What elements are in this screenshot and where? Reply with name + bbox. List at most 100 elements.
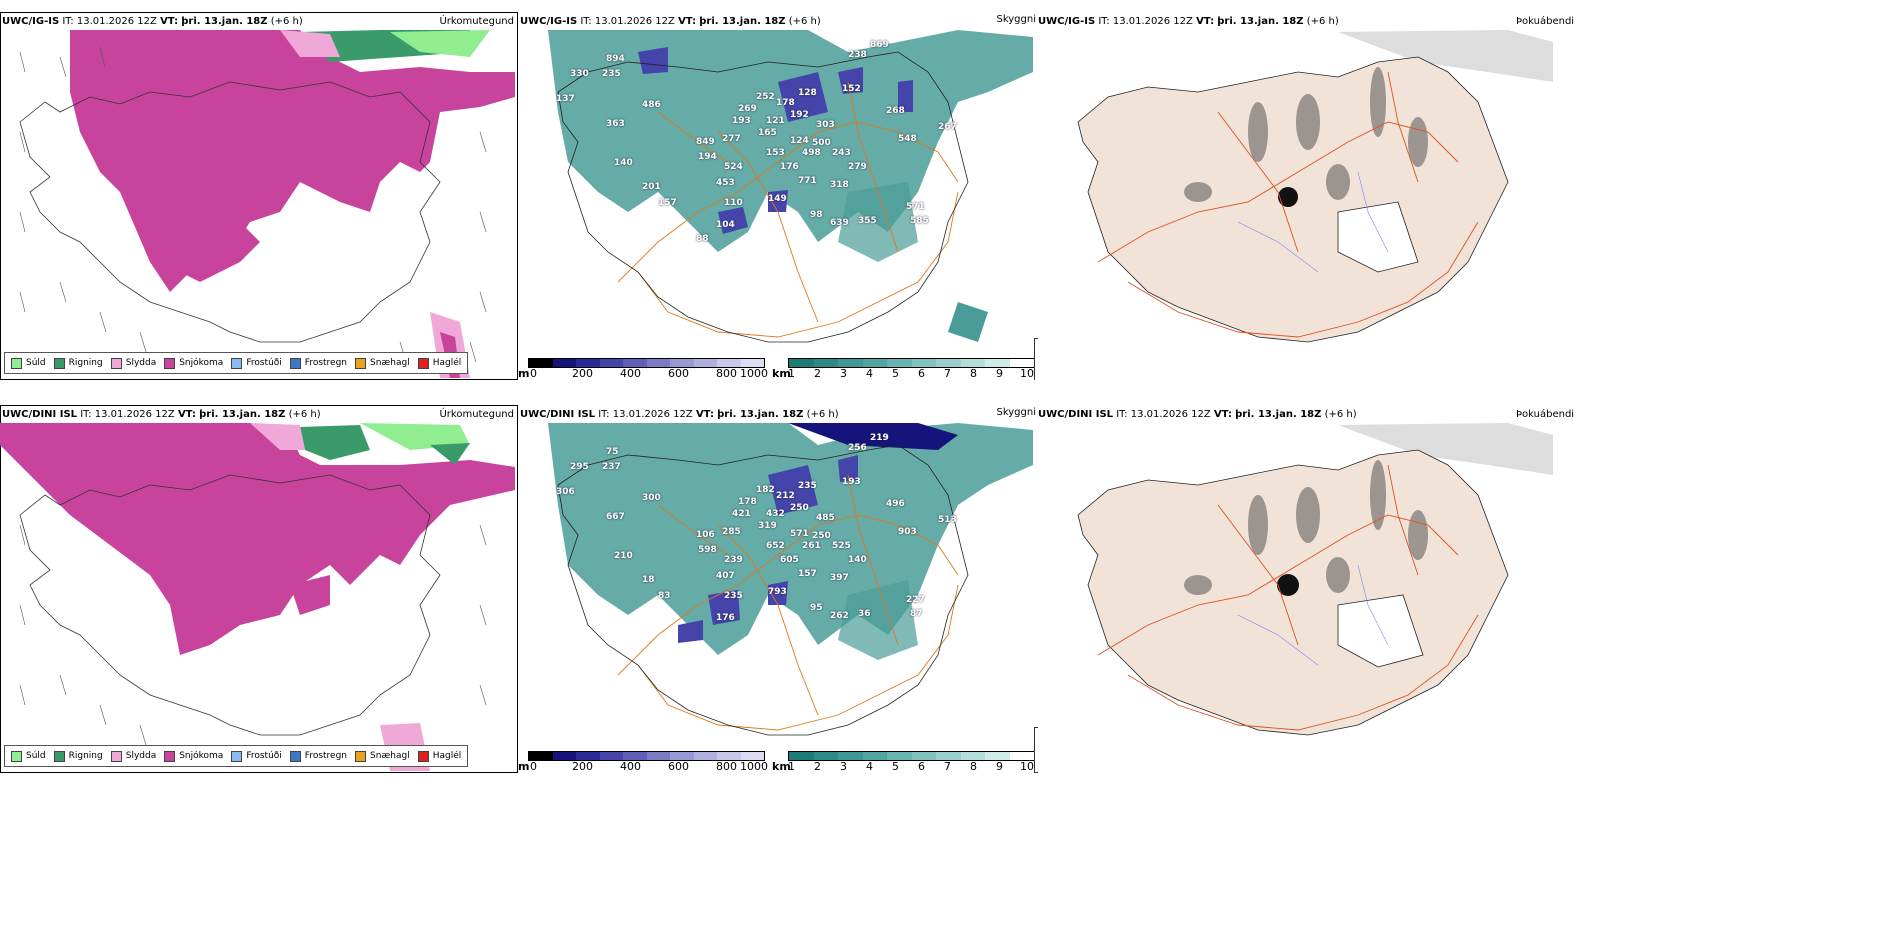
colorbar-cell <box>862 359 887 367</box>
row-2-vis-title: Skyggni <box>996 407 1036 418</box>
fog-map-2 <box>1077 423 1553 736</box>
precip-legend-2: Súld Rigning Slydda Snjókoma Frostúði Fr… <box>4 745 469 767</box>
legend-item: Snjókoma <box>164 357 223 369</box>
legend-item: Frostregn <box>289 357 347 369</box>
row-1-vis-header: UWC/IG-IS IT: 13.01.2026 12Z VT: þri. 13… <box>520 16 821 27</box>
row-1-header: UWC/IG-IS IT: 13.01.2026 12Z VT: þri. 13… <box>2 16 303 27</box>
precip-legend: Súld Rigning Slydda Snjókoma Frostúði Fr… <box>4 352 469 374</box>
colorbar-cell <box>911 359 936 367</box>
peak-height-label: 496 <box>886 499 905 509</box>
peak-height-label: 237 <box>602 462 621 472</box>
colorbar-cell <box>985 752 1010 760</box>
peak-height-label: 75 <box>606 447 619 457</box>
row-1-precip-title: Úrkomutegund <box>439 16 514 27</box>
peak-height-label: 193 <box>842 477 861 487</box>
colorbar-cell <box>936 752 961 760</box>
peak-height-label: 95 <box>810 603 823 613</box>
colorbar-cell <box>693 359 717 367</box>
colorbar-cell <box>862 752 887 760</box>
colorbar-cell <box>552 359 576 367</box>
peak-height-label: 667 <box>606 512 625 522</box>
peak-height-label: 355 <box>858 216 877 226</box>
peak-height-label: 227 <box>906 595 925 605</box>
elevation-colorbar: m 0 200 400 600 800 1000 <box>518 358 768 380</box>
colorbar-cell <box>740 752 764 760</box>
peak-height-label: 18 <box>642 575 655 585</box>
peak-height-label: 303 <box>816 120 835 130</box>
visibility-colorbar-2: km 1 2 3 4 5 6 7 8 9 10 <box>772 751 1036 773</box>
peak-height-label: 525 <box>832 541 851 551</box>
peak-height-label: 571 <box>790 529 809 539</box>
peak-height-label: 235 <box>798 481 817 491</box>
peak-height-label: 903 <box>898 527 917 537</box>
row-1-vis-panel: UWC/IG-IS IT: 13.01.2026 12Z VT: þri. 13… <box>518 12 1038 380</box>
peak-height-label: 598 <box>698 545 717 555</box>
peak-height-label: 36 <box>858 609 871 619</box>
peak-height-label: 252 <box>756 92 775 102</box>
legend-item: Frostúði <box>231 750 282 762</box>
peak-height-label: 98 <box>810 210 823 220</box>
legend-item: Slydda <box>110 750 156 762</box>
colorbar-cell <box>813 752 838 760</box>
peak-height-label: 524 <box>724 162 743 172</box>
peak-height-label: 140 <box>848 555 867 565</box>
peak-height-label: 178 <box>738 497 757 507</box>
peak-height-label: 318 <box>830 180 849 190</box>
legend-item: Snæhagl <box>355 750 410 762</box>
peak-height-label: 157 <box>658 198 677 208</box>
legend-item: Súld <box>11 750 46 762</box>
peak-height-label: 486 <box>642 100 661 110</box>
legend-item: Slydda <box>110 357 156 369</box>
colorbar-cell <box>740 359 764 367</box>
peak-height-label: 140 <box>614 158 633 168</box>
peak-height-label: 152 <box>842 84 861 94</box>
colorbar-cell <box>911 752 936 760</box>
peak-height-label: 165 <box>758 128 777 138</box>
colorbar-cell <box>960 359 985 367</box>
colorbar-cell <box>936 359 961 367</box>
peak-height-label: 605 <box>780 555 799 565</box>
colorbar-cell <box>1009 752 1034 760</box>
peak-height-label: 267 <box>938 122 957 132</box>
colorbar-cell <box>887 752 912 760</box>
precip-map <box>19 30 515 378</box>
peak-height-label: 153 <box>766 148 785 158</box>
peak-height-label: 194 <box>698 152 717 162</box>
peak-height-label: 432 <box>766 509 785 519</box>
peak-height-label: 235 <box>602 69 621 79</box>
legend-item: Frostregn <box>289 750 347 762</box>
peak-height-label: 330 <box>570 69 589 79</box>
colorbar-cell <box>717 359 741 367</box>
peak-height-label: 176 <box>716 613 735 623</box>
peak-height-label: 83 <box>658 591 671 601</box>
peak-height-label: 453 <box>716 178 735 188</box>
peak-height-label: 106 <box>696 530 715 540</box>
peak-height-label: 256 <box>848 443 867 453</box>
peak-height-label: 178 <box>776 98 795 108</box>
row-1-fog-panel: UWC/IG-IS IT: 13.01.2026 12Z VT: þri. 13… <box>1038 12 1900 380</box>
peak-height-label: 295 <box>570 462 589 472</box>
row-2-header: UWC/DINI ISL IT: 13.01.2026 12Z VT: þri.… <box>2 409 321 420</box>
peak-height-label: 210 <box>614 551 633 561</box>
row-1-precip-panel: UWC/IG-IS IT: 13.01.2026 12Z VT: þri. 13… <box>0 12 518 380</box>
row-2-vis-header: UWC/DINI ISL IT: 13.01.2026 12Z VT: þri.… <box>520 409 839 420</box>
peak-height-label: 121 <box>766 116 785 126</box>
peak-height-label: 235 <box>724 591 743 601</box>
row-2-precip-panel: UWC/DINI ISL IT: 13.01.2026 12Z VT: þri.… <box>0 405 518 773</box>
row-2-fog-header: UWC/DINI ISL IT: 13.01.2026 12Z VT: þri.… <box>1038 409 1357 420</box>
peak-height-label: 212 <box>776 491 795 501</box>
colorbar-cell <box>670 752 694 760</box>
precip-map-2 <box>0 423 515 771</box>
peak-height-label: 261 <box>802 541 821 551</box>
peak-height-label: 238 <box>848 50 867 60</box>
colorbar-cell <box>646 752 670 760</box>
row-1-fog-title: Þokuábendi <box>1516 16 1575 27</box>
fog-legend: 0 60 <box>1034 338 1038 380</box>
legend-item: Rigning <box>53 357 103 369</box>
peak-height-label: 128 <box>798 88 817 98</box>
peak-height-label: 849 <box>696 137 715 147</box>
colorbar-cell <box>789 752 814 760</box>
row-2-vis-panel: UWC/DINI ISL IT: 13.01.2026 12Z VT: þri.… <box>518 405 1038 773</box>
legend-item: Súld <box>11 357 46 369</box>
colorbar-cell <box>693 752 717 760</box>
